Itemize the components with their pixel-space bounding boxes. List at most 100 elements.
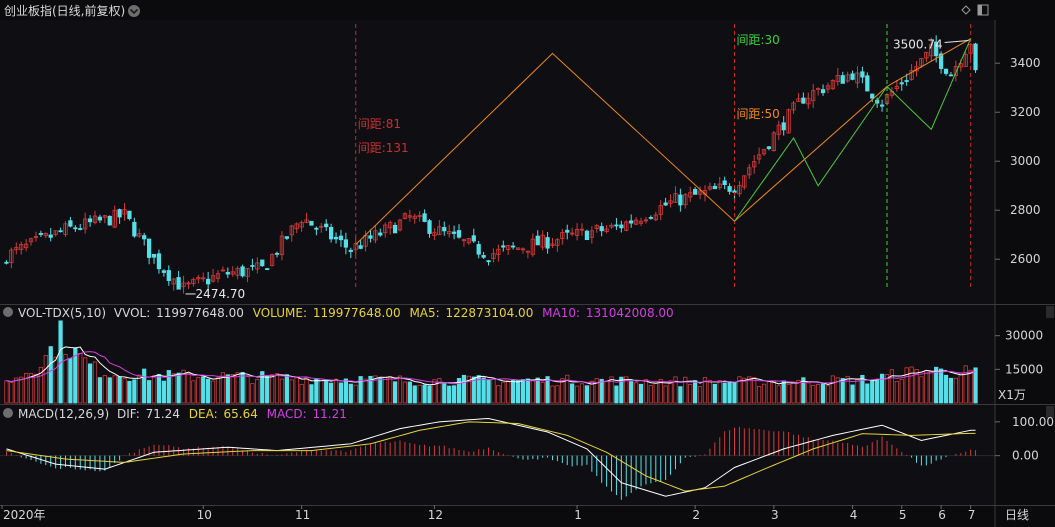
- volume-ma10-line: [6, 351, 976, 385]
- high-price-label: 3500.74: [893, 38, 943, 52]
- volume-bar: [688, 383, 693, 404]
- candle-body: [481, 255, 486, 258]
- candle-body: [225, 272, 230, 275]
- price-panel: [0, 20, 995, 304]
- volume-bar: [304, 377, 309, 404]
- ma5-value: 122873104.00: [446, 306, 534, 320]
- candle-body: [171, 278, 176, 285]
- dif-label: DIF:: [117, 407, 140, 421]
- volume-bar: [373, 375, 378, 404]
- candle-body: [451, 231, 457, 234]
- volume-bar: [83, 357, 88, 404]
- volume-bar: [879, 373, 885, 404]
- title-dropdown-button[interactable]: [128, 5, 140, 17]
- volume-bar: [289, 379, 294, 404]
- candle-body: [688, 192, 693, 198]
- volume-bar: [353, 384, 358, 404]
- volume-legend: VOL-TDX(5,10) VVOL: 119977648.00 VOLUME:…: [3, 306, 674, 320]
- volume-bar: [156, 373, 162, 404]
- date-tick-label: 11: [295, 508, 310, 522]
- volume-bar: [269, 374, 275, 404]
- candle-body: [299, 222, 304, 228]
- vvol-value: 119977648.00: [156, 306, 244, 320]
- date-tick-label: 12: [428, 508, 443, 522]
- volume-bar: [702, 377, 708, 404]
- candle-body: [693, 188, 698, 195]
- candle-body: [397, 219, 403, 231]
- candle-body: [142, 235, 147, 240]
- volume-bar: [820, 383, 826, 404]
- vol-indicator-name: VOL-TDX(5,10): [18, 306, 106, 320]
- volume-bar: [786, 384, 791, 404]
- scroll-indicators[interactable]: [1046, 306, 1054, 418]
- candle-body: [565, 229, 570, 233]
- ma10-value: 131042008.00: [586, 306, 674, 320]
- volume-bar: [407, 381, 412, 404]
- volume-bar: [697, 386, 703, 404]
- candle-body: [186, 282, 191, 285]
- volume-bar: [329, 382, 334, 404]
- volume-bar: [845, 375, 850, 404]
- candle-body: [673, 193, 678, 203]
- diamond-icon[interactable]: [961, 5, 971, 15]
- candle-body: [250, 265, 255, 267]
- candle-body: [338, 235, 344, 241]
- volume-tick-label: 30000: [1005, 329, 1043, 343]
- volume-bar: [555, 385, 560, 404]
- candle-body: [781, 122, 786, 131]
- scroll-indicator-macd[interactable]: [1046, 406, 1054, 418]
- candle-body: [265, 268, 270, 271]
- volume-bar: [4, 380, 9, 404]
- price-overlays: 2474.70 3500.74 间距:81 间距:131 间距:30 间距:50: [185, 24, 972, 301]
- candle-body: [461, 239, 467, 242]
- volume-bar: [53, 356, 58, 404]
- macd-panel: [0, 405, 995, 505]
- scroll-indicator-volume[interactable]: [1046, 306, 1054, 318]
- candle-body: [122, 209, 127, 215]
- axes: 2600 2800 3000 3200 3400 15000 30000 0.00 100.00…: [1, 56, 1054, 522]
- volume-bar: [771, 380, 776, 404]
- volume-bar: [579, 383, 585, 404]
- volume-bar: [33, 373, 39, 404]
- volume-bar: [181, 369, 186, 404]
- candle-body: [102, 215, 107, 218]
- volume-bar: [235, 372, 240, 404]
- volume-bar: [776, 385, 781, 404]
- candle-body: [407, 215, 412, 218]
- candle-body: [707, 186, 713, 190]
- candle-body: [319, 225, 324, 228]
- volume-bar: [122, 378, 127, 404]
- candle-body: [97, 216, 103, 221]
- volume-dropdown-button[interactable]: [3, 307, 13, 317]
- candle-body: [496, 248, 501, 255]
- volume-bar: [132, 379, 137, 404]
- chevron-down-icon[interactable]: [129, 8, 139, 15]
- candle-body: [215, 273, 221, 279]
- volume-bar: [919, 376, 924, 404]
- volume-bar: [19, 376, 24, 404]
- candle-body: [570, 232, 575, 235]
- candle-body: [486, 260, 491, 263]
- volume-bar: [732, 382, 737, 404]
- volume-bar: [481, 377, 486, 404]
- price-tick-label: 3000: [1010, 154, 1041, 168]
- volume-bar: [210, 380, 216, 404]
- volume-bar: [451, 385, 457, 404]
- candle-body: [447, 231, 452, 235]
- price-tick-label: 3400: [1010, 56, 1041, 70]
- candle-body: [629, 220, 634, 224]
- macd-dropdown-button[interactable]: [3, 408, 13, 418]
- candle-body: [146, 238, 152, 258]
- volume-bar: [225, 374, 230, 404]
- volume-bar: [889, 369, 895, 404]
- macd-indicator-name: MACD(12,26,9): [18, 407, 109, 421]
- candle-body: [811, 90, 816, 102]
- maximize-icon-bar: [978, 5, 982, 15]
- volume-bar: [48, 346, 53, 404]
- volume-bar: [422, 384, 427, 404]
- dropdown-circle[interactable]: [128, 5, 140, 17]
- window-controls[interactable]: [961, 4, 989, 16]
- candle-body: [196, 277, 201, 280]
- date-tick-label: 5: [899, 508, 907, 522]
- candle-body: [963, 54, 968, 67]
